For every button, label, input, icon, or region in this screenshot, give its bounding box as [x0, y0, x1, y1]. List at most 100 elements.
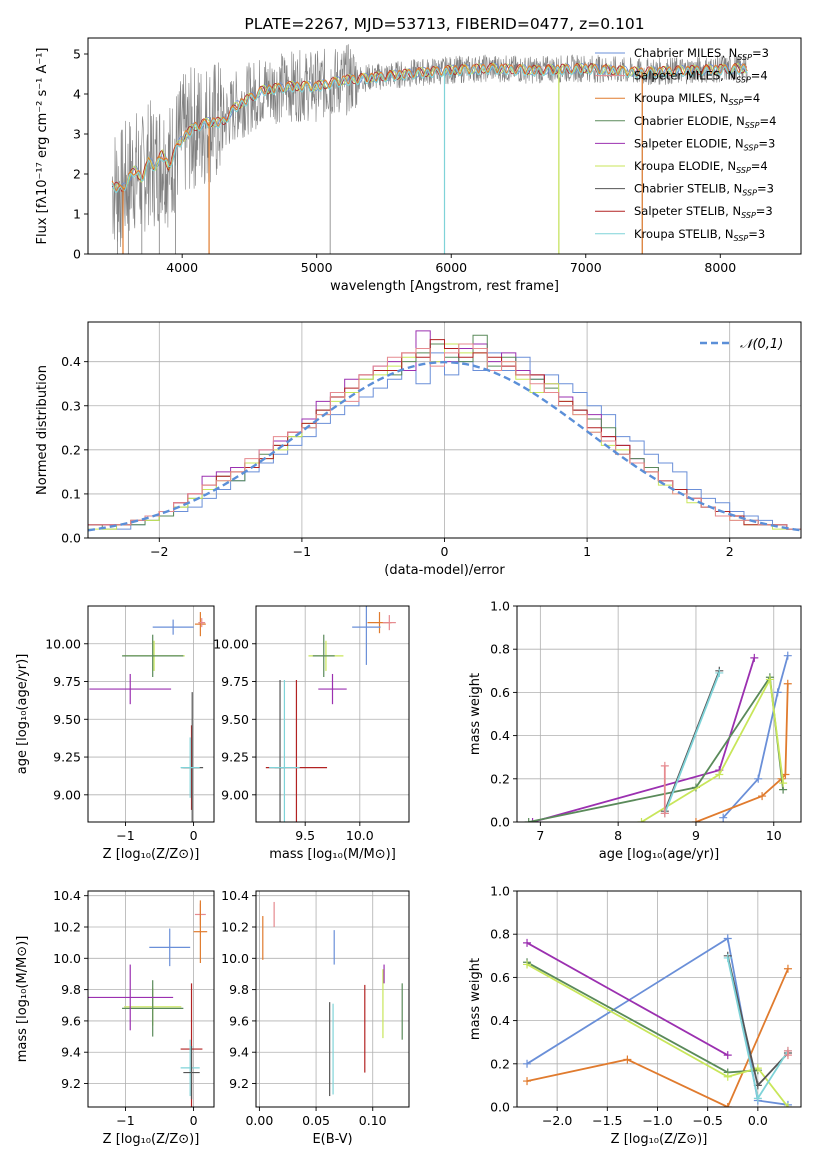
y-tick-label: 9.6 [61, 1013, 81, 1028]
weight-marker [765, 675, 774, 684]
x-tick-label: 0 [190, 828, 198, 843]
weight-line-kroupa_elodie [526, 963, 789, 1107]
x-tick-label: −1 [116, 828, 134, 843]
weight-marker [723, 1103, 732, 1107]
y-tick-label: 10.4 [221, 888, 249, 903]
x-tick-label: 5000 [301, 260, 333, 275]
x-tick-label: 8 [614, 828, 622, 843]
chart-mass_weight_vs_age: 7 8 9 10 0.0 0.2 0.4 0.6 0.8 1.0 age [log₁₀(age/yr… [468, 599, 802, 862]
y-tick-label: 0.0 [61, 531, 81, 546]
x-axis-label: (data-model)/error [384, 563, 505, 578]
weight-marker [637, 818, 646, 822]
weight-marker [758, 792, 767, 801]
chart-age_vs_Z: −1 0 9.00 9.25 9.50 9.75 10.00 Z [log₁₀(Z/Z⊙)] a… [15, 605, 215, 862]
x-tick-label: 9 [692, 828, 700, 843]
y-tick-label: 0.6 [490, 685, 510, 700]
weight-line-kroupa_stelib [663, 672, 721, 814]
model-spectrum-kroupa_miles [111, 63, 748, 192]
chart-spectrum: 4000 5000 6000 7000 8000 0 1 2 3 4 5 wavelength [An… [35, 15, 802, 294]
y-tick-label: 1.0 [490, 884, 510, 899]
weight-marker [754, 774, 763, 783]
weight-marker [783, 679, 792, 688]
y-tick-label: 9.6 [229, 1013, 249, 1028]
x-tick-label: −2 [150, 544, 168, 559]
axes-frame [87, 605, 215, 823]
y-tick-label: 9.2 [229, 1076, 249, 1091]
x-tick-label: 0 [441, 544, 449, 559]
x-axis-label: age [log₁₀(age/yr)] [599, 847, 720, 862]
y-tick-label: 9.2 [61, 1076, 81, 1091]
histogram-chabrier_miles [88, 352, 801, 530]
weight-line-chabrier_miles [722, 655, 789, 819]
y-tick-label: 9.4 [61, 1045, 81, 1060]
weight-marker [723, 953, 732, 962]
y-tick-label: 0.0 [490, 1100, 510, 1115]
y-axis-label: age [log₁₀(age/yr)] [15, 654, 30, 775]
weight-marker [524, 818, 533, 822]
x-tick-label: −1 [293, 544, 311, 559]
gaussian-curve [88, 360, 801, 532]
x-tick-label: 0.10 [359, 1113, 387, 1128]
weight-marker [783, 1046, 792, 1055]
legend-label: Salpeter STELIB, NSSP=3 [634, 204, 773, 220]
x-tick-label: 4000 [166, 260, 198, 275]
axes-frame [255, 890, 410, 1108]
y-tick-label: 0.1 [61, 486, 81, 501]
y-tick-label: 9.8 [61, 982, 81, 997]
y-tick-label: 4 [73, 87, 81, 102]
y-tick-label: 0.3 [61, 398, 81, 413]
weight-marker [691, 818, 700, 822]
y-tick-label: 9.50 [221, 712, 249, 727]
legend-label: Salpeter ELODIE, NSSP=3 [634, 136, 775, 152]
y-tick-label: 10.0 [53, 951, 81, 966]
legend-label: Salpeter MILES, NSSP=4 [634, 69, 768, 85]
weight-marker [723, 1072, 732, 1081]
x-tick-label: 6000 [435, 260, 467, 275]
plot-area [111, 43, 748, 254]
x-tick-label: 2 [726, 544, 734, 559]
legend-label: Chabrier MILES, NSSP=3 [634, 46, 769, 62]
legend-label: Chabrier STELIB, NSSP=3 [634, 182, 774, 198]
x-axis-label: E(B-V) [312, 1132, 352, 1147]
y-axis-label: Normed distribution [35, 365, 50, 495]
y-tick-label: 0.6 [490, 970, 510, 985]
weight-marker [723, 1051, 732, 1060]
x-tick-label: 1 [583, 544, 591, 559]
x-tick-label: 8000 [704, 260, 736, 275]
x-axis-label: Z [log₁₀(Z/Z⊙)] [611, 1132, 708, 1147]
y-tick-label: 0.4 [490, 728, 510, 743]
x-tick-label: 0 [190, 1113, 198, 1128]
y-tick-label: 10.2 [221, 920, 249, 935]
weight-marker [750, 653, 759, 662]
x-tick-label: 9.5 [295, 828, 315, 843]
y-axis-label: mass [log₁₀(M/M⊙)] [15, 936, 30, 1063]
y-tick-label: 0.2 [61, 442, 81, 457]
weight-marker [783, 964, 792, 973]
legend-label: Kroupa ELODIE, NSSP=4 [634, 159, 768, 175]
weight-marker [783, 651, 792, 660]
legend-label: Chabrier ELODIE, NSSP=4 [634, 114, 776, 130]
weight-marker [660, 761, 669, 770]
y-tick-label: 0.0 [490, 815, 510, 830]
chart-age_vs_mass: 9.5 10.0 9.00 9.25 9.50 9.75 10.00 mass [log₁₀(… [213, 605, 410, 862]
chart-title: PLATE=2267, MJD=53713, FIBERID=0477, z=0… [244, 15, 644, 33]
weight-marker [779, 779, 788, 788]
chart-residuals: −2 −1 0 1 2 0.0 0.1 0.2 0.3 0.4 (data-model)/error… [35, 321, 802, 578]
x-tick-label: 0.00 [245, 1113, 273, 1128]
y-tick-label: 0.4 [61, 354, 81, 369]
plot-area [256, 891, 409, 1107]
model-spectrum-kroupa_stelib [111, 65, 748, 194]
weight-marker [523, 1077, 532, 1086]
x-tick-label: −1.0 [642, 1113, 672, 1128]
y-tick-label: 0.8 [490, 927, 510, 942]
x-axis-label: Z [log₁₀(Z/Z⊙)] [103, 1132, 200, 1147]
plot-area [88, 891, 214, 1107]
weight-marker [783, 1103, 792, 1107]
y-tick-label: 10.4 [53, 888, 81, 903]
y-tick-label: 10.00 [213, 636, 249, 651]
weight-line-kroupa_elodie [641, 676, 784, 822]
x-tick-label: 10 [766, 828, 782, 843]
chart-mass_vs_Z: −1 0 9.2 9.4 9.6 9.8 10.0 10.2 10.4 Z [log₁₀(Z/Z⊙… [15, 888, 215, 1147]
weight-marker [773, 688, 782, 697]
